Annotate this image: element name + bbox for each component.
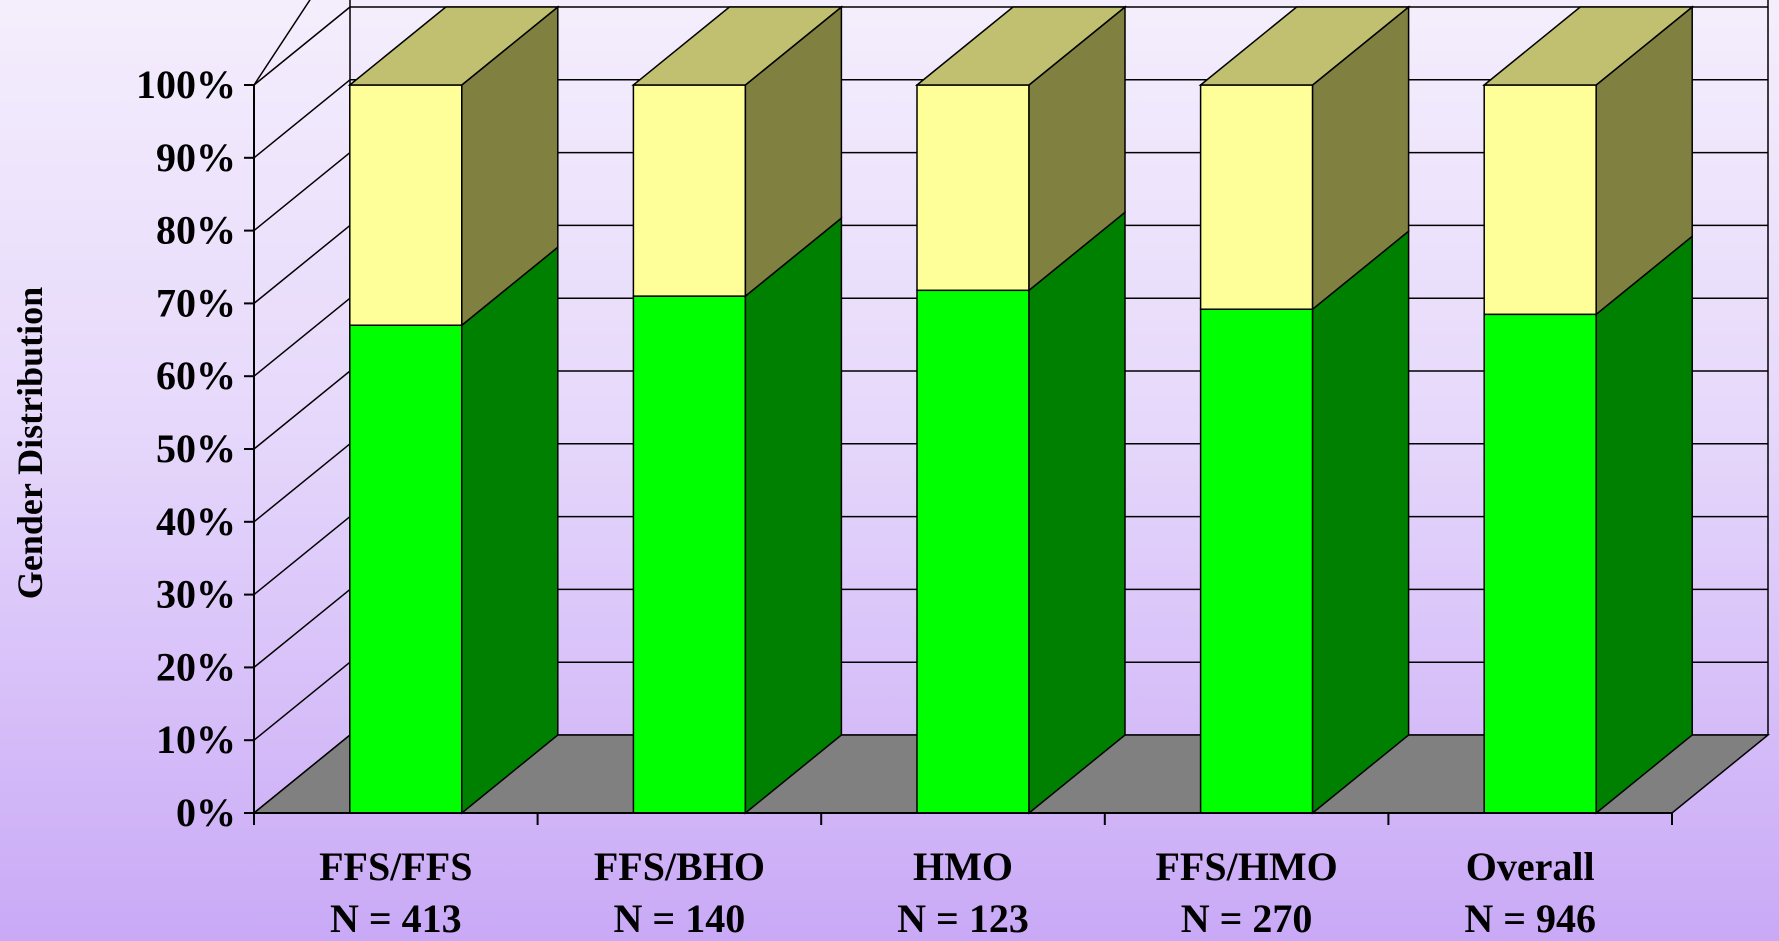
y-tick-label: 40%	[156, 499, 236, 544]
category-name-label: FFS/HMO	[1155, 844, 1337, 889]
gridline-side	[253, 661, 351, 741]
category-name-label: FFS/BHO	[594, 844, 765, 889]
y-tick-label: 50%	[156, 426, 236, 471]
y-axis-title: Gender Distribution	[10, 287, 50, 599]
bar-side	[1595, 234, 1693, 815]
bar-segment	[916, 210, 1126, 815]
category-labels: FFS/FFS N = 413 FFS/BHO N = 140 HMO N = 123 FF…	[319, 844, 1596, 941]
bar-front	[1483, 313, 1597, 814]
gridline-side	[253, 516, 351, 596]
y-tick-label: 30%	[156, 572, 236, 617]
bar-segment	[631, 5, 844, 298]
bar-segment	[914, 5, 1128, 292]
gridline-side	[253, 6, 351, 86]
bar-front	[1199, 308, 1314, 814]
bar-segment	[1199, 229, 1410, 815]
y-tick-label: 100%	[136, 62, 236, 107]
bar-top	[1198, 6, 1411, 86]
bar-side	[461, 245, 559, 815]
bar-top	[914, 6, 1128, 86]
gridline-side	[253, 370, 351, 450]
axes	[244, 84, 1673, 825]
y-tick-label: 70%	[156, 280, 236, 325]
bar-top	[1482, 6, 1695, 86]
gridline-side	[253, 224, 351, 304]
gridline-side	[253, 152, 351, 232]
bar-top	[347, 6, 560, 86]
bar-side	[744, 216, 843, 815]
bar-front	[349, 324, 463, 814]
category-n-label: N = 140	[614, 896, 746, 941]
gridline-side	[253, 443, 351, 523]
bar-side	[1028, 210, 1126, 815]
y-tick-label: 90%	[156, 135, 236, 180]
y-tick-label: 0%	[176, 790, 236, 835]
bar-segment	[349, 245, 559, 815]
gridline-side	[253, 79, 351, 159]
bar-segment	[632, 216, 843, 815]
bar-front	[632, 295, 747, 814]
bar-segment	[347, 5, 560, 327]
bar-front	[916, 289, 1030, 814]
bar-segment	[1483, 234, 1693, 815]
y-tick-label: 60%	[156, 353, 236, 398]
category-n-label: N = 123	[897, 896, 1029, 941]
bars	[347, 5, 1695, 815]
bar-side	[1311, 229, 1410, 815]
bar-front	[349, 84, 463, 326]
category-n-label: N = 946	[1464, 896, 1596, 941]
category-n-label: N = 270	[1181, 896, 1313, 941]
category-name-label: Overall	[1466, 844, 1595, 889]
bar-front	[1483, 84, 1597, 316]
y-tick-labels: 0% 10% 20% 30% 40% 50% 60% 70% 80% 90% 100%	[136, 62, 236, 835]
gridline-side	[253, 297, 351, 377]
category-n-label: N = 413	[330, 896, 462, 941]
side-wall-top-edge	[253, 0, 311, 86]
bar-front	[632, 84, 747, 297]
bar-top	[631, 6, 844, 86]
y-tick-label: 80%	[156, 208, 236, 253]
bar-front	[1199, 84, 1314, 310]
bar-front	[916, 84, 1030, 292]
bar-segment	[1482, 5, 1695, 316]
category-name-label: FFS/FFS	[319, 844, 472, 889]
gridline-side	[253, 588, 351, 668]
y-tick-label: 10%	[156, 717, 236, 762]
category-name-label: HMO	[913, 844, 1013, 889]
bar-segment	[1198, 5, 1411, 311]
y-tick-label: 20%	[156, 644, 236, 689]
